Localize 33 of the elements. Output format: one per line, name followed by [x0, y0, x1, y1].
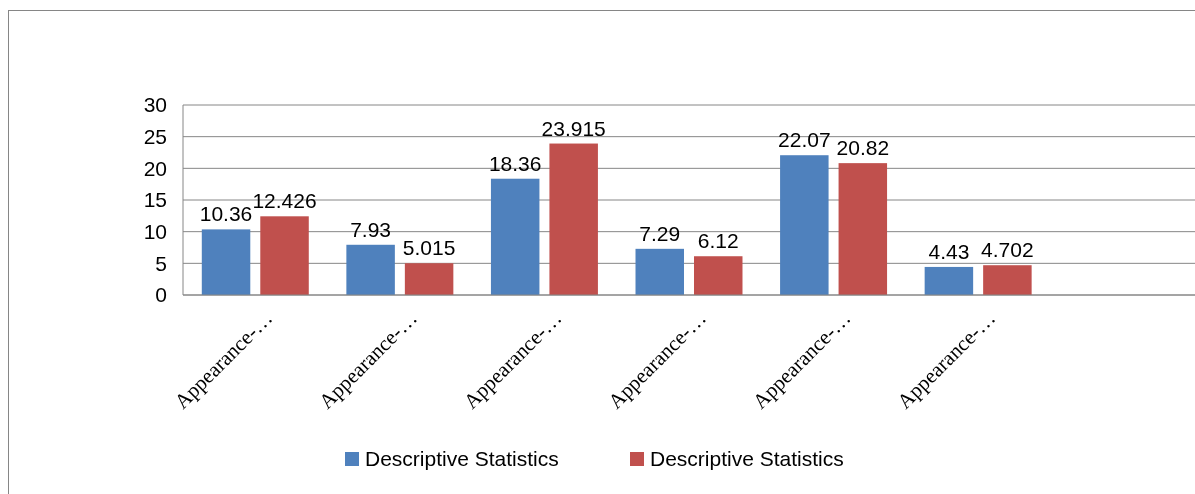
data-label: 18.36 — [488, 151, 542, 175]
y-tick-label: 25 — [143, 125, 167, 149]
data-label: 5.015 — [402, 236, 456, 260]
bar — [490, 178, 540, 295]
bar — [346, 244, 395, 295]
data-label: 10.36 — [199, 202, 253, 226]
y-tick-label: 15 — [143, 188, 167, 212]
data-label: 22.07 — [778, 128, 831, 152]
y-tick-label: 5 — [155, 251, 167, 275]
y-tick-label: 30 — [143, 93, 167, 117]
bar — [260, 216, 309, 295]
bar — [983, 265, 1032, 295]
bar — [924, 266, 974, 295]
bar — [635, 248, 684, 295]
bar — [694, 256, 743, 295]
data-label: 7.29 — [639, 221, 681, 245]
legend-label: Descriptive Statistics — [650, 447, 844, 471]
legend-label: Descriptive Statistics — [365, 447, 559, 471]
bar — [780, 155, 829, 295]
bar — [404, 263, 454, 295]
y-tick-label: 0 — [155, 283, 167, 307]
bar — [201, 229, 251, 295]
data-label: 12.426 — [252, 189, 317, 213]
data-label: 23.915 — [541, 116, 606, 140]
bar — [838, 163, 888, 295]
data-label: 20.82 — [836, 136, 890, 160]
bar — [549, 143, 598, 295]
y-tick-label: 20 — [143, 156, 167, 180]
y-tick-label: 10 — [143, 220, 167, 244]
data-label: 7.93 — [350, 217, 392, 241]
data-label: 6.12 — [697, 229, 739, 253]
data-label: 4.43 — [928, 239, 970, 263]
data-label: 4.702 — [981, 238, 1034, 262]
